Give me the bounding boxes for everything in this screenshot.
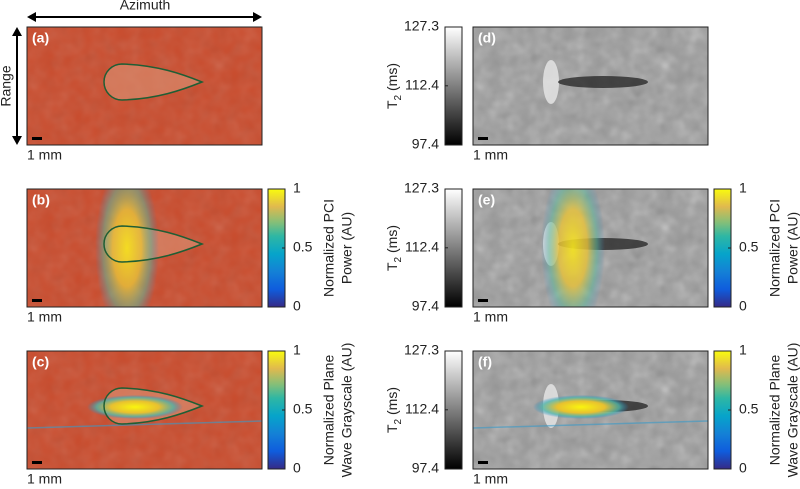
colorbar-tick-label: 97.4 (412, 298, 439, 314)
label-unit: (ms) (384, 63, 400, 95)
image-panel: (b) 1 mm (26, 188, 263, 325)
plane-map (87, 395, 183, 419)
lesion-outline (103, 225, 205, 263)
colorbar-tick-label: 0.5 (293, 401, 313, 417)
colorbar-tick-label: 127.3 (404, 342, 439, 358)
colorbar-label: Normalized PCI (767, 199, 783, 297)
panel-frame (26, 188, 263, 308)
colorbar-tick-label: 112.4 (405, 77, 439, 93)
colorbar-tick-label: 112.4 (405, 401, 439, 417)
panel-frame (26, 350, 263, 470)
label-main: T (384, 262, 400, 271)
range-label: Range (0, 65, 14, 106)
image-panel: (a) 1 mm (26, 26, 263, 163)
colorbar-tick-label: 1 (739, 180, 747, 196)
colorbar-label: Wave Grayscale (AU) (785, 343, 800, 478)
scale-label: 1 mm (27, 471, 62, 487)
scale-bar (32, 137, 42, 140)
label-main: T (384, 424, 400, 433)
panel-label: (e) (478, 192, 495, 208)
image (473, 27, 708, 145)
panel-frame (472, 350, 709, 470)
colorbar-label: T2 (ms) (384, 387, 404, 433)
image (473, 189, 708, 307)
panel-label: (d) (478, 30, 496, 46)
label-unit: (ms) (384, 225, 400, 257)
pci-map (95, 189, 159, 307)
image-panel: (e) 1 mm (472, 188, 709, 325)
image (473, 351, 708, 469)
image-panel: (f) 1 mm (472, 350, 709, 487)
scale-bar (478, 137, 488, 140)
scale-bar (478, 461, 488, 464)
panel-label: (c) (32, 354, 49, 370)
plane-streak (27, 420, 262, 429)
lesion-outline (103, 63, 205, 101)
image-panel: (c) 1 mm (26, 350, 263, 487)
plane-map (533, 395, 629, 419)
scale-bar (478, 299, 488, 302)
panel-label: (f) (478, 354, 492, 370)
scale-label: 1 mm (473, 471, 508, 487)
plane-streak (473, 420, 708, 429)
colorbar-tick-label: 0 (293, 460, 301, 476)
image (27, 189, 262, 307)
colorbar-tick-label: 1 (739, 342, 747, 358)
label-sub: 2 (393, 418, 404, 424)
colorbar-tick-label: 1 (293, 180, 301, 196)
scale-label: 1 mm (473, 147, 508, 163)
label-unit: (ms) (384, 387, 400, 419)
colorbar-tick-label: 127.3 (404, 18, 439, 34)
colorbar-label: Power (AU) (339, 212, 355, 284)
azimuth-label: Azimuth (120, 0, 171, 13)
scale-label: 1 mm (473, 309, 508, 325)
panel-frame (472, 26, 709, 146)
colorbar-tick-label: 0.5 (293, 239, 313, 255)
pci-map (541, 189, 605, 307)
colorbar-tick-label: 97.4 (412, 136, 439, 152)
colorbar-label: Wave Grayscale (AU) (339, 343, 355, 478)
colorbar-label: T2 (ms) (384, 225, 404, 271)
scale-label: 1 mm (27, 309, 62, 325)
colorbar-tick-label: 127.3 (404, 180, 439, 196)
colorbar-label: Normalized PCI (321, 199, 337, 297)
colorbar-label: Normalized Plane (767, 355, 783, 466)
scale-label: 1 mm (27, 147, 62, 163)
lesion-outline (103, 387, 205, 425)
image (27, 351, 262, 469)
label-sub: 2 (393, 94, 404, 100)
label-main: T (384, 100, 400, 109)
dark-core (558, 76, 648, 88)
colorbar-tick-label: 0 (293, 298, 301, 314)
panel-frame (26, 26, 263, 146)
colorbar-label: T2 (ms) (384, 63, 404, 109)
colorbar-tick-label: 0 (739, 298, 747, 314)
colorbar-label: Power (AU) (785, 212, 800, 284)
colorbar-label: Normalized Plane (321, 355, 337, 466)
panel-label: (b) (32, 192, 50, 208)
panel-label: (a) (32, 30, 49, 46)
colorbar-tick-label: 0.5 (739, 239, 759, 255)
colorbar-tick-label: 0 (739, 460, 747, 476)
image-panel: (d) 1 mm (472, 26, 709, 163)
scale-bar (32, 461, 42, 464)
colorbar-tick-label: 1 (293, 342, 301, 358)
colorbar-tick-label: 0.5 (739, 401, 759, 417)
image (27, 27, 262, 145)
lesion-fill (104, 64, 202, 100)
colorbar-tick-label: 112.4 (405, 239, 439, 255)
bright-edge (543, 60, 559, 104)
scale-bar (32, 299, 42, 302)
panel-frame (472, 188, 709, 308)
colorbar-tick-label: 97.4 (412, 460, 439, 476)
label-sub: 2 (393, 256, 404, 262)
